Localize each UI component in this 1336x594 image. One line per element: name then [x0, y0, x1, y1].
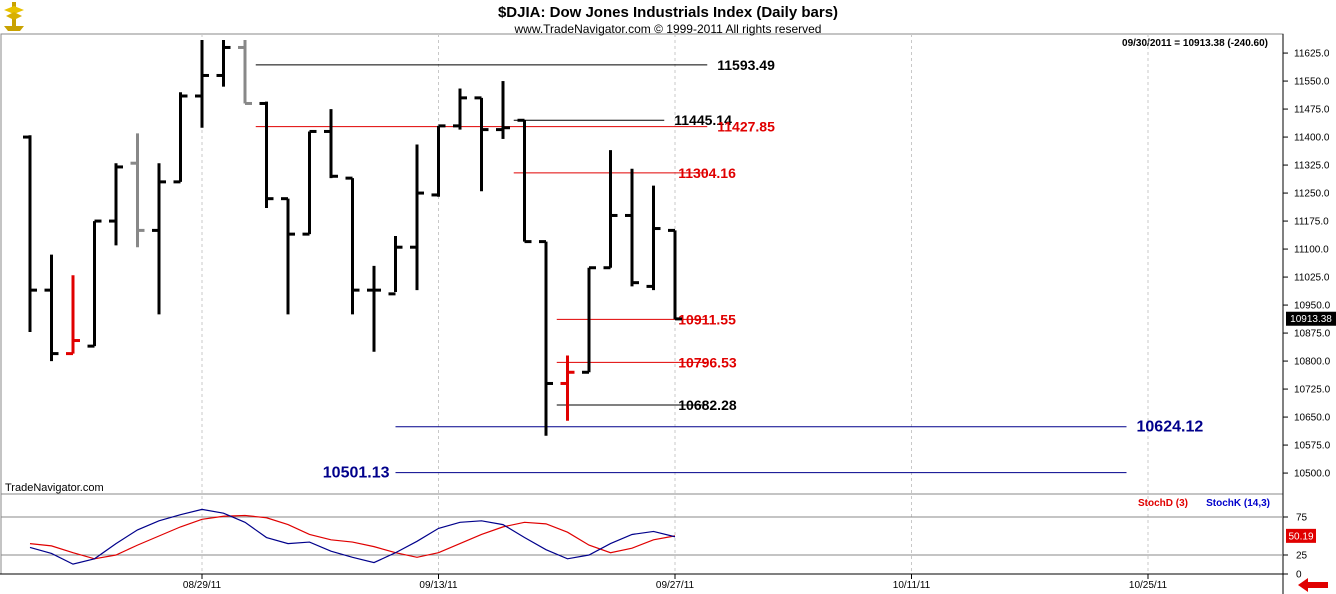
level-label: 11304.16 — [678, 165, 736, 181]
y-tick-label: 10575.0 — [1294, 441, 1331, 452]
ohlc-bar — [66, 275, 80, 356]
oscillator-panel-frame — [0, 493, 1284, 575]
ohlc-bar — [474, 96, 489, 192]
x-tick-label: 09/13/11 — [419, 580, 458, 591]
price-bars — [23, 40, 682, 436]
level-label: 10911.55 — [678, 311, 736, 327]
y-tick-label: 10875.0 — [1294, 329, 1331, 340]
ohlc-bar — [259, 101, 274, 208]
ohlc-bar — [517, 118, 532, 244]
ohlc-bar — [582, 266, 596, 374]
ohlc-bar — [603, 150, 618, 270]
ohlc-bar — [453, 88, 467, 130]
osc-series-line — [29, 514, 676, 560]
y-tick-label: 11550.0 — [1294, 77, 1330, 88]
red-left-arrow-icon[interactable] — [1298, 578, 1328, 592]
x-tick-label: 10/11/11 — [893, 580, 931, 591]
last-stoch-tag: 50.19 — [1286, 528, 1316, 543]
ohlc-bar — [539, 240, 553, 436]
ohlc-bar — [130, 133, 145, 248]
price-y-axis: 10500.0 10575.0 10650.0 10725.0 10800.0 10875… — [1283, 49, 1331, 480]
y-tick-label: 11625.0 — [1294, 49, 1330, 60]
x-tick-label: 09/27/11 — [656, 580, 695, 591]
level-label: 10624.12 — [1137, 419, 1204, 436]
ohlc-bar — [496, 81, 510, 139]
osc-tick-label: 0 — [1296, 570, 1302, 581]
y-tick-label: 11325.0 — [1294, 161, 1330, 172]
ohlc-bar — [87, 219, 102, 348]
chart-subtitle: www.TradeNavigator.com © 1999-2011 All r… — [514, 22, 822, 36]
level-label: 10501.13 — [323, 465, 390, 482]
y-tick-label: 10725.0 — [1294, 385, 1331, 396]
ohlc-bar — [281, 197, 295, 315]
level-label: 11593.49 — [717, 57, 775, 73]
ohlc-bar — [23, 135, 37, 332]
trade-navigator-logo-icon — [4, 2, 24, 31]
watermark: TradeNavigator.com — [5, 482, 104, 494]
legend-stochk: StochK (14,3) — [1206, 498, 1270, 509]
ohlc-bar — [324, 109, 338, 179]
osc-tick-label: 25 — [1296, 551, 1308, 562]
ohlc-bar — [152, 163, 166, 315]
level-label: 10682.28 — [678, 397, 737, 413]
y-tick-label: 10950.0 — [1294, 301, 1331, 312]
ohlc-bar — [410, 144, 424, 291]
y-tick-label: 11250.0 — [1294, 189, 1330, 200]
osc-tick-label: 75 — [1296, 513, 1308, 524]
level-label: 10796.53 — [678, 354, 737, 370]
y-tick-label: 11400.0 — [1294, 133, 1330, 144]
price-panel-frame — [0, 33, 1284, 495]
ohlc-bar — [668, 228, 682, 321]
ohlc-bar — [44, 254, 59, 362]
oscillator-y-axis: 0 25 75 — [1283, 513, 1308, 581]
ohlc-bar — [625, 168, 639, 287]
ohlc-bar — [109, 163, 123, 246]
osc-series-line — [29, 508, 676, 565]
last-price-tag: 10913.38 — [1286, 311, 1336, 326]
level-label: 11445.14 — [674, 112, 732, 128]
ohlc-bar — [431, 124, 446, 197]
y-tick-label: 11025.0 — [1294, 273, 1330, 284]
y-tick-label: 11475.0 — [1294, 105, 1330, 116]
x-tick-label: 10/25/11 — [1129, 580, 1168, 591]
ohlc-bar — [302, 129, 317, 236]
ohlc-bar — [195, 40, 209, 128]
ohlc-bar — [216, 40, 231, 87]
ohlc-bar — [388, 236, 403, 296]
x-tick-label: 08/29/11 — [183, 580, 222, 591]
ohlc-bar — [646, 185, 661, 291]
y-tick-label: 10650.0 — [1294, 413, 1331, 424]
y-tick-label: 10800.0 — [1294, 357, 1331, 368]
last-bar-info: 09/30/2011 = 10913.38 (-240.60) — [1122, 38, 1268, 49]
date-x-axis: 08/29/11 09/13/11 09/27/11 10/11/11 10/25/11 — [183, 574, 1168, 591]
oscillator-lines — [29, 508, 676, 565]
chart-title: $DJIA: Dow Jones Industrials Index (Dail… — [498, 4, 838, 21]
legend-stochd: StochD (3) — [1138, 498, 1188, 509]
ohlc-bar — [238, 40, 252, 105]
last-price-label: 10913.38 — [1290, 314, 1332, 325]
ohlc-bar — [345, 176, 360, 315]
y-tick-label: 10500.0 — [1294, 469, 1331, 480]
y-tick-label: 11100.0 — [1294, 245, 1329, 256]
ohlc-bar — [560, 355, 575, 421]
ohlc-bar — [173, 92, 188, 184]
ohlc-bar — [367, 265, 381, 352]
level-label: 11427.85 — [717, 119, 775, 135]
last-stoch-label: 50.19 — [1288, 531, 1313, 542]
y-tick-label: 11175.0 — [1294, 217, 1329, 228]
